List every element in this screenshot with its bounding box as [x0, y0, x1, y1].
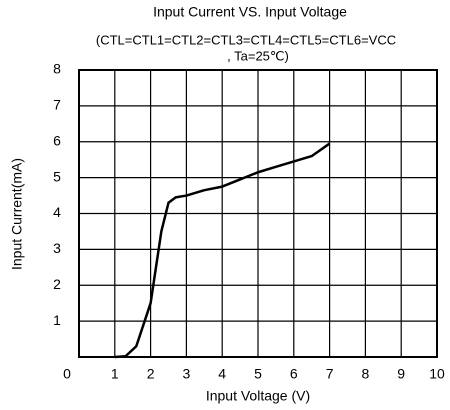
x-tick-label: 7: [326, 366, 334, 382]
x-tick-label: 4: [218, 366, 226, 382]
x-tick-label: 2: [147, 366, 155, 382]
y-tick-label: 3: [53, 240, 61, 256]
chart-title: Input Current VS. Input Voltage: [153, 4, 347, 20]
x-axis-label: Input Voltage (V): [206, 388, 310, 404]
y-axis-label: Input Current(mA): [9, 158, 25, 270]
x-tick-label: 5: [254, 366, 262, 382]
y-tick-label: 6: [53, 132, 61, 148]
plot-frame: [78, 69, 438, 358]
y-tick-label: 4: [53, 204, 61, 220]
x-tick-label: 3: [183, 366, 191, 382]
y-tick-label: 5: [53, 168, 61, 184]
x-tick-label: 1: [111, 366, 119, 382]
y-tick-label: 1: [53, 312, 61, 328]
x-tick-label: 6: [290, 366, 298, 382]
x-tick-label: 0: [63, 366, 71, 382]
chart-subtitle: , Ta=25℃): [227, 48, 289, 63]
x-tick-label: 9: [397, 366, 405, 382]
data-line: [114, 142, 331, 359]
chart-subtitle: (CTL=CTL1=CTL2=CTL3=CTL4=CTL5=CTL6=VCC: [96, 32, 396, 47]
x-tick-label: 10: [429, 366, 445, 382]
y-tick-label: 7: [53, 97, 61, 113]
y-tick-label: 2: [53, 276, 61, 292]
y-tick-label: 8: [53, 61, 61, 77]
x-tick-label: 8: [362, 366, 370, 382]
